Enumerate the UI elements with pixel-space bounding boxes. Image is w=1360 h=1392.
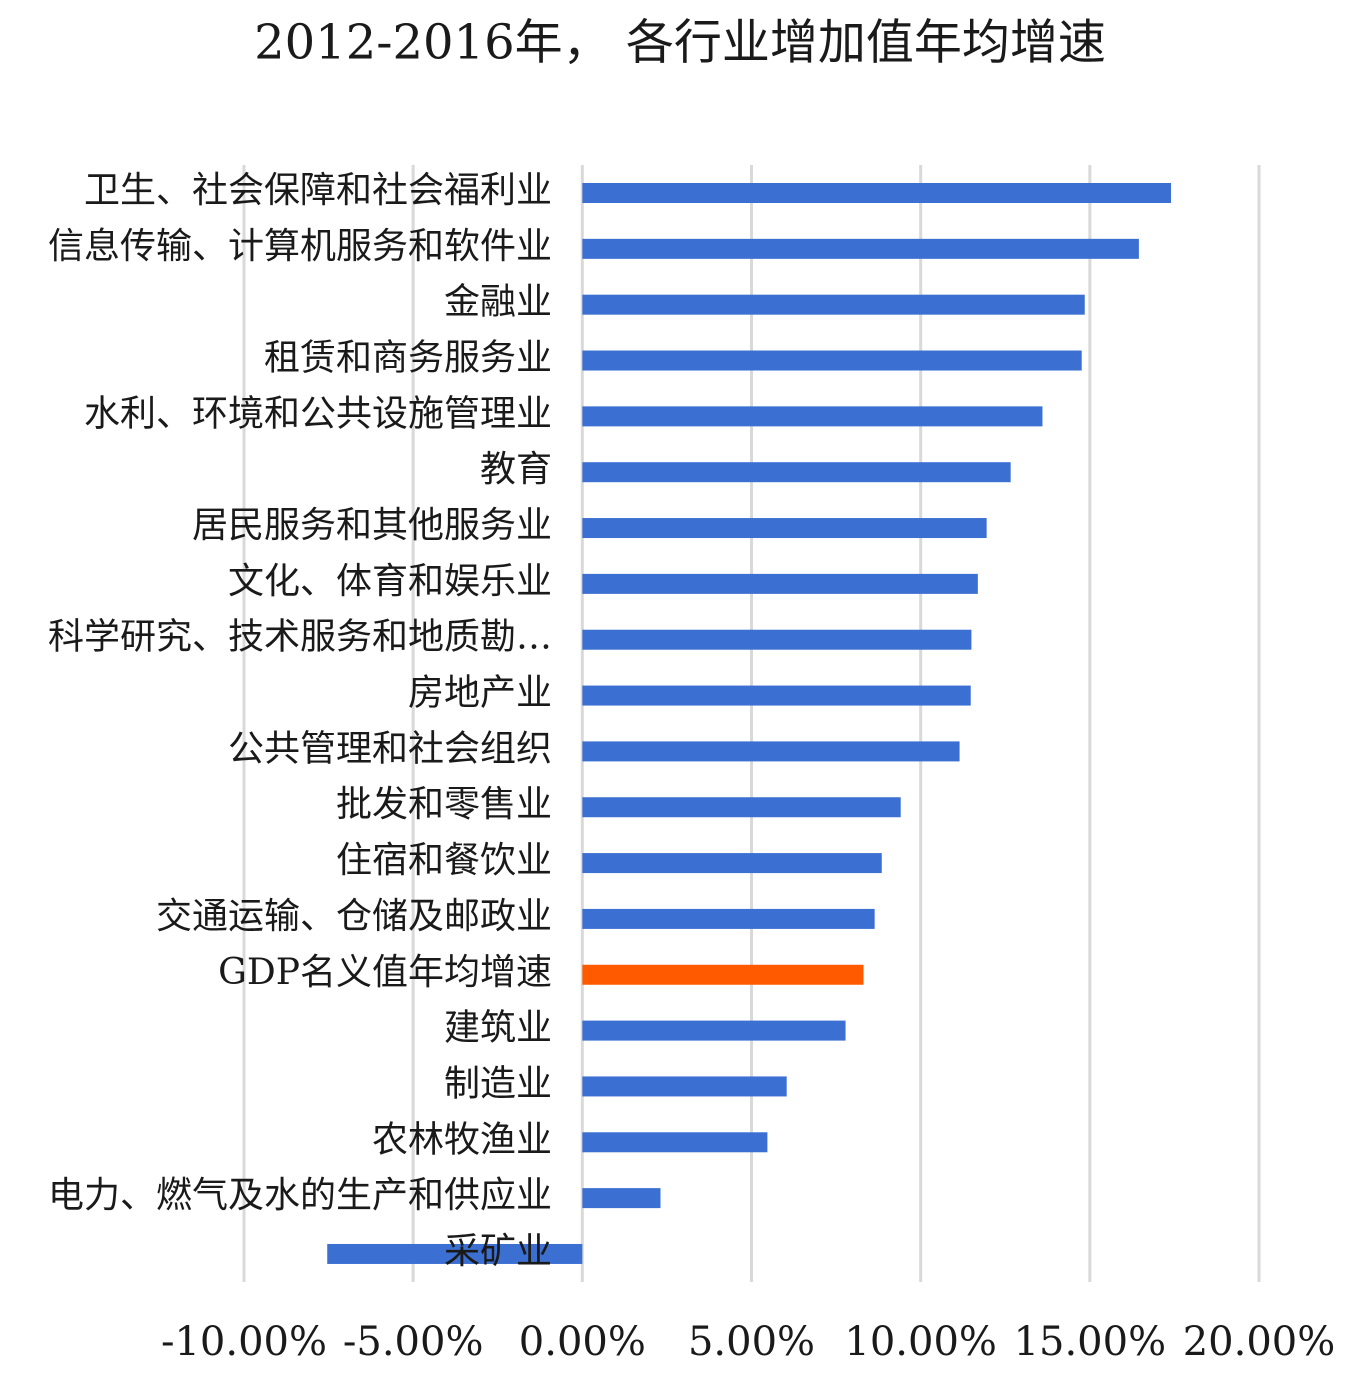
x-tick-label: 0.00%	[519, 1319, 646, 1365]
y-tick-label: 文化、体育和娱乐业	[228, 561, 552, 602]
y-tick-label: 科学研究、技术服务和地质勘…	[48, 617, 552, 658]
y-tick-label: 建筑业	[444, 1008, 552, 1049]
y-tick-label: 交通运输、仓储及邮政业	[156, 896, 552, 937]
y-tick-label: 居民服务和其他服务业	[192, 505, 552, 546]
y-tick-label: 批发和零售业	[336, 784, 552, 825]
bar	[327, 1243, 583, 1264]
y-tick-label: 金融业	[444, 282, 552, 323]
x-tick-label: 20.00%	[1183, 1319, 1336, 1365]
bar	[582, 1076, 787, 1097]
bar	[582, 629, 972, 650]
bar	[582, 406, 1043, 427]
y-tick-label: 租赁和商务服务业	[264, 338, 552, 379]
y-tick-label: 卫生、社会保障和社会福利业	[84, 170, 552, 211]
y-tick-label: 水利、环境和公共设施管理业	[84, 393, 552, 434]
y-tick-label: 房地产业	[408, 673, 552, 714]
y-tick-label: 电力、燃气及水的生产和供应业	[48, 1175, 552, 1216]
x-tick-label: -10.00%	[161, 1319, 327, 1365]
y-tick-label: 教育	[480, 449, 552, 490]
bar	[582, 1188, 661, 1209]
y-tick-label: 公共管理和社会组织	[228, 728, 552, 769]
y-tick-label: GDP名义值年均增速	[218, 952, 552, 993]
bar	[582, 797, 901, 818]
x-tick-label: 15.00%	[1014, 1319, 1167, 1365]
y-tick-label: 住宿和餐饮业	[336, 840, 552, 881]
bar	[582, 908, 875, 929]
bar	[582, 1020, 846, 1041]
bar	[582, 741, 960, 762]
x-tick-label: 5.00%	[688, 1319, 815, 1365]
bar	[582, 685, 971, 706]
bar	[582, 1132, 768, 1153]
bar	[582, 518, 987, 539]
bar	[582, 964, 864, 985]
bar	[582, 853, 882, 874]
y-tick-label: 采矿业	[444, 1231, 552, 1272]
chart-title: 2012-2016年， 各行业增加值年均增速	[254, 15, 1106, 71]
x-tick-label: -5.00%	[343, 1319, 484, 1365]
y-tick-label: 制造业	[444, 1063, 552, 1104]
x-tick-label: 10.00%	[844, 1319, 997, 1365]
bar	[582, 462, 1011, 483]
bar	[582, 350, 1082, 371]
y-tick-label: 信息传输、计算机服务和软件业	[48, 226, 552, 267]
y-tick-label: 农林牧渔业	[372, 1119, 552, 1160]
bar	[582, 573, 978, 594]
bar	[582, 238, 1139, 259]
bar	[582, 294, 1085, 315]
bar	[582, 183, 1172, 203]
